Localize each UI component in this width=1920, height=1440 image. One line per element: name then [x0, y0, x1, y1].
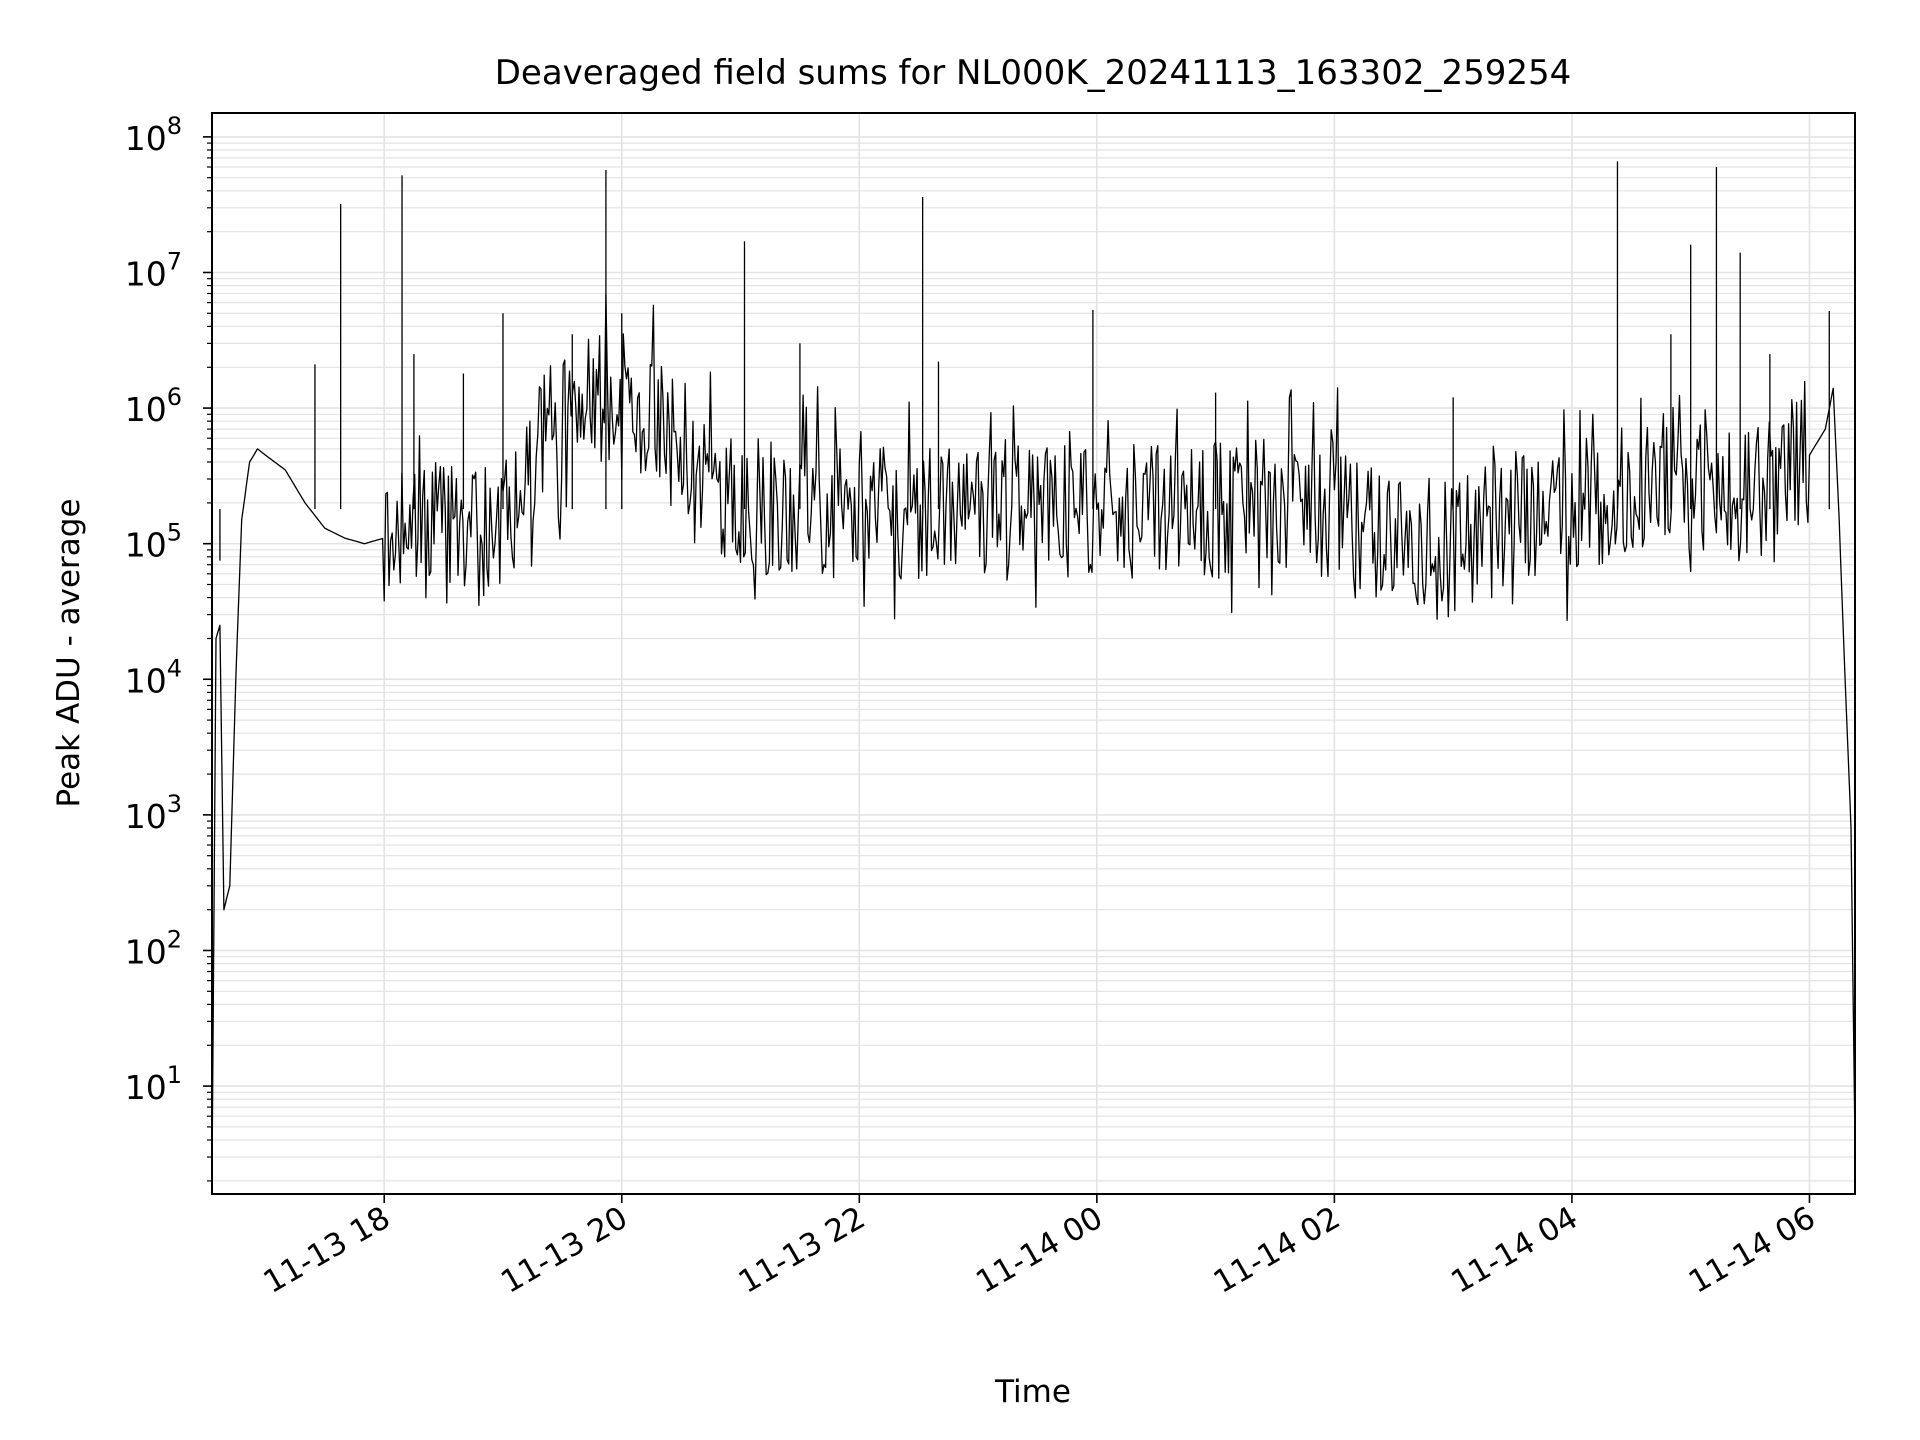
data-series-line	[212, 294, 1855, 1181]
y-tick-label: 106	[125, 383, 182, 429]
x-axis-label: Time	[994, 1374, 1071, 1410]
y-axis-label: Peak ADU - average	[51, 498, 87, 807]
chart-title: Deaveraged field sums for NL000K_2024111…	[495, 53, 1572, 93]
y-axis-ticks: 101 102 103 104 105 106 107 108	[125, 112, 212, 1107]
plot-frame	[211, 112, 1856, 1195]
y-tick-label: 104	[125, 654, 182, 700]
y-tick-label: 101	[125, 1061, 182, 1107]
grid-lines	[212, 113, 1855, 1194]
y-tick-label: 108	[125, 112, 182, 158]
y-tick-label: 102	[125, 925, 182, 971]
y-tick-label: 105	[125, 519, 182, 565]
y-tick-label: 107	[125, 247, 182, 293]
spike-lines	[219, 161, 1830, 561]
y-tick-label: 103	[125, 790, 182, 836]
